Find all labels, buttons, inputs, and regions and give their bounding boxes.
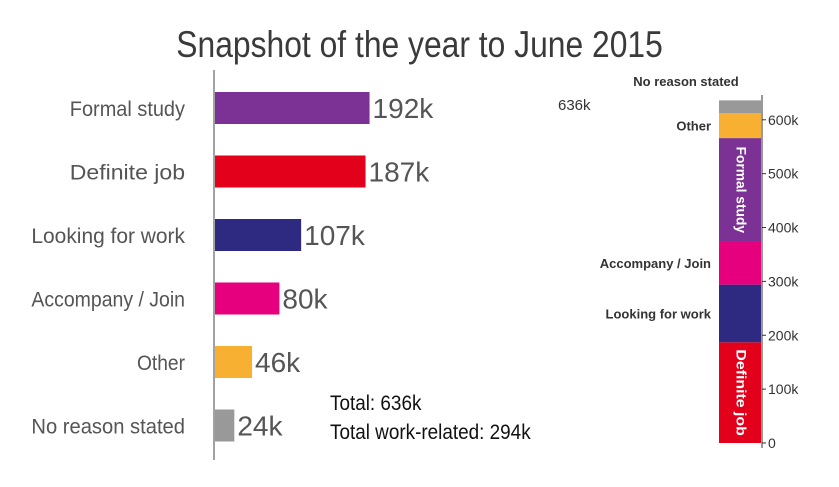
stack-inner-label-formal-study: Formal study: [733, 147, 749, 234]
bar-no-reason-stated: [215, 409, 235, 442]
bar-looking-for-work: [215, 219, 302, 251]
stack-tick-label: 100k: [768, 381, 799, 397]
stack-tick-label: 200k: [768, 327, 799, 343]
value-label-accompany-join: 80k: [282, 284, 328, 315]
stack-segment-other: [719, 113, 761, 139]
total-annotation: Total: 636k: [330, 392, 422, 415]
category-label-definite-job: Definite job: [70, 162, 185, 185]
bar-formal-study: [215, 92, 370, 124]
stack-side-label-no-reason-stated: No reason stated: [633, 74, 739, 89]
stack-segment-accompany-join: [719, 241, 761, 285]
value-label-no-reason-stated: 24k: [237, 411, 283, 442]
value-label-looking-for-work: 107k: [304, 220, 366, 251]
horizontal-bar-chart: Formal study 192k Definite job 187k Looking …: [31, 70, 434, 460]
bar-definite-job: [215, 155, 366, 188]
category-label-formal-study: Formal study: [70, 98, 186, 121]
stack-tick-label: 600k: [768, 112, 799, 128]
stack-tick-label: 400k: [768, 220, 799, 236]
stack-segment-looking-for-work: [719, 284, 761, 343]
stack-segment-definite-job: [719, 342, 761, 443]
work-related-annotation: Total work-related: 294k: [330, 421, 531, 444]
bar-other: [215, 346, 253, 378]
category-label-looking-for-work: Looking for work: [31, 225, 185, 248]
value-label-formal-study: 192k: [373, 93, 435, 124]
value-label-other: 46k: [255, 347, 301, 378]
stack-side-label-other: Other: [676, 119, 711, 134]
chart-title: Snapshot of the year to June 2015: [176, 24, 663, 65]
stack-tick-label: 500k: [768, 166, 799, 182]
value-label-definite-job: 187k: [369, 157, 431, 188]
stack-total-label: 636k: [558, 97, 591, 114]
stacked-bar-chart: 0 100k 200k 300k 400k 500k 600k Definite job Loo…: [558, 74, 799, 451]
stack-side-label-looking-for-work: Looking for work: [606, 306, 712, 321]
stack-tick-label: 0: [768, 435, 776, 451]
stack-segment-no-reason-stated: [719, 100, 761, 114]
stack-segment-formal-study: [719, 138, 761, 242]
stack-inner-label-definite-job: Definite job: [733, 349, 749, 435]
bar-accompany-join: [215, 282, 280, 315]
category-label-no-reason-stated: No reason stated: [31, 416, 185, 439]
stack-tick-label: 300k: [768, 273, 799, 289]
category-label-other: Other: [137, 352, 185, 375]
category-label-accompany-join: Accompany / Join: [31, 289, 185, 312]
stack-side-label-accompany-join: Accompany / Join: [600, 256, 711, 271]
